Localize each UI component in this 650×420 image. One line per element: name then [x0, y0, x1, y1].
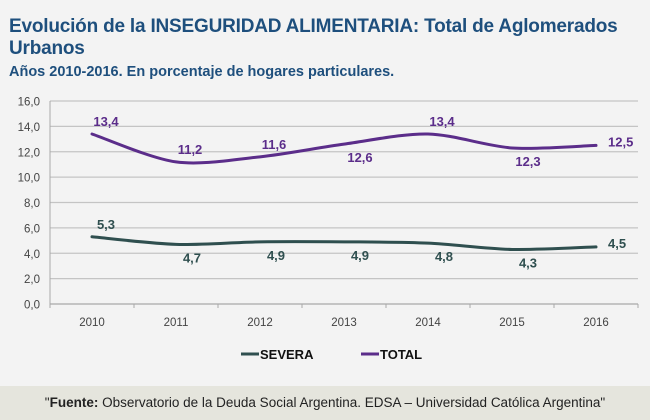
y-tick-label: 14,0	[18, 122, 40, 134]
legend-label-total: TOTAL	[380, 347, 422, 362]
x-tick-label: 2016	[583, 317, 609, 329]
series-line-severa	[90, 235, 598, 252]
chart-title: Evolución de la INSEGURIDAD ALIMENTARIA:…	[9, 16, 618, 59]
y-tick-label: 2,0	[24, 274, 40, 286]
data-label-severa: 4,3	[519, 255, 537, 270]
source-footer: "Fuente: Observatorio de la Deuda Social…	[0, 386, 650, 420]
series-lines	[90, 132, 598, 252]
legend: SEVERA TOTAL	[241, 347, 422, 362]
y-tick-label: 8,0	[24, 198, 40, 210]
data-label-severa: 5,3	[97, 217, 115, 232]
data-label-severa: 4,7	[183, 250, 201, 265]
x-tick-label: 2013	[331, 317, 357, 329]
series-line-total	[90, 132, 598, 165]
data-label-total: 12,5	[608, 134, 633, 149]
data-label-severa: 4,9	[351, 248, 369, 263]
data-label-total: 12,6	[347, 150, 372, 165]
source-body: Observatorio de la Deuda Social Argentin…	[98, 395, 606, 410]
x-tick-label: 2011	[164, 317, 189, 329]
data-label-total: 13,4	[93, 114, 119, 129]
source-label: Fuente:	[49, 395, 99, 410]
data-labels: 5,3 4,7 4,9 4,9 4,8 4,3 4,5 13,4 11,2 11,6 12,6 13,…	[93, 114, 633, 270]
x-tick-label: 2010	[79, 317, 105, 329]
x-tick-label: 2014	[415, 317, 441, 329]
x-axis-ticks: 2010 2011 2012 2013 2014 2015 2016	[49, 304, 639, 329]
y-axis-ticks: 0,0 2,0 4,0 6,0 8,0 10,0 12,0 14,0 16,0	[18, 97, 40, 312]
y-tick-label: 0,0	[24, 300, 40, 312]
y-tick-label: 4,0	[24, 249, 40, 261]
data-label-severa: 4,5	[608, 236, 626, 251]
data-label-severa: 4,9	[267, 248, 285, 263]
data-label-total: 11,6	[262, 137, 287, 152]
grid-lines	[49, 100, 638, 305]
y-tick-label: 6,0	[24, 223, 40, 235]
line-chart: 0,0 2,0 4,0 6,0 8,0 10,0 12,0 14,0 16,0 2010 2011…	[18, 97, 639, 362]
data-label-total: 11,2	[178, 142, 203, 157]
chart-subtitle: Años 2010-2016. En porcentaje de hogares…	[9, 64, 395, 80]
source-text: "Fuente: Observatorio de la Deuda Social…	[44, 395, 606, 410]
legend-label-severa: SEVERA	[260, 347, 314, 362]
x-tick-label: 2012	[247, 317, 273, 329]
data-label-total: 13,4	[429, 114, 455, 129]
y-tick-label: 12,0	[18, 147, 40, 159]
data-label-severa: 4,8	[435, 249, 453, 264]
y-tick-label: 10,0	[18, 173, 40, 185]
data-label-total: 12,3	[515, 154, 540, 169]
x-tick-label: 2015	[499, 317, 525, 329]
y-tick-label: 16,0	[18, 97, 40, 109]
